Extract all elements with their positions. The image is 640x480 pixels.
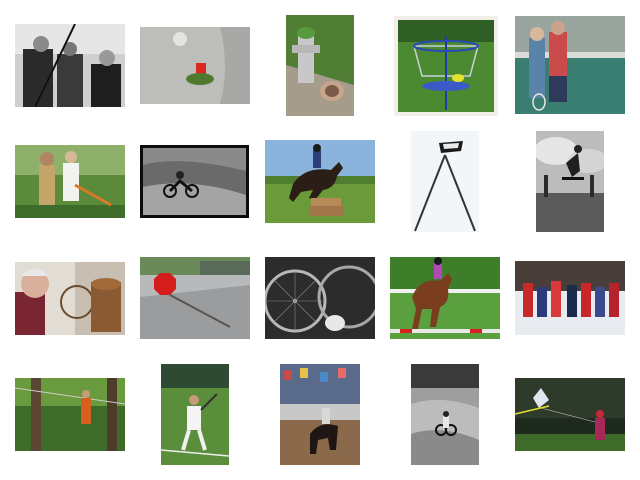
thumb-disc-golf-basket[interactable] (394, 16, 498, 116)
thumb-skateboarder-bw[interactable] (536, 131, 604, 232)
thumb-kite-in-park[interactable] (515, 378, 625, 451)
thumb-hydrant-on-sidewalk[interactable] (140, 27, 250, 104)
thumb-boy-and-man-outdoors[interactable] (15, 145, 125, 218)
thumb-zipline-forest[interactable] (15, 378, 125, 451)
thumb-motocross-bw[interactable] (140, 145, 249, 218)
thumb-horse-arena-crowd[interactable] (280, 364, 360, 465)
thumb-show-jumping-rider[interactable] (390, 257, 500, 339)
thumb-bicycle-wheels[interactable] (265, 257, 375, 339)
thumb-horse-jumping-logs[interactable] (265, 140, 375, 223)
thumb-crowd-in-snow[interactable] (515, 261, 625, 335)
thumb-tennis-player-grass[interactable] (161, 364, 229, 465)
thumb-pole-sculpture[interactable] (411, 131, 479, 232)
thumb-men-with-swords-bw[interactable] (15, 24, 125, 107)
thumb-hydrant-and-grass[interactable] (286, 15, 354, 116)
thumb-stop-sign-street[interactable] (140, 257, 250, 339)
thumb-motocross-dirt-bw[interactable] (411, 364, 479, 465)
thumb-kids-tennis-court[interactable] (515, 16, 625, 114)
thumb-elderly-woman-wheel[interactable] (15, 262, 125, 335)
